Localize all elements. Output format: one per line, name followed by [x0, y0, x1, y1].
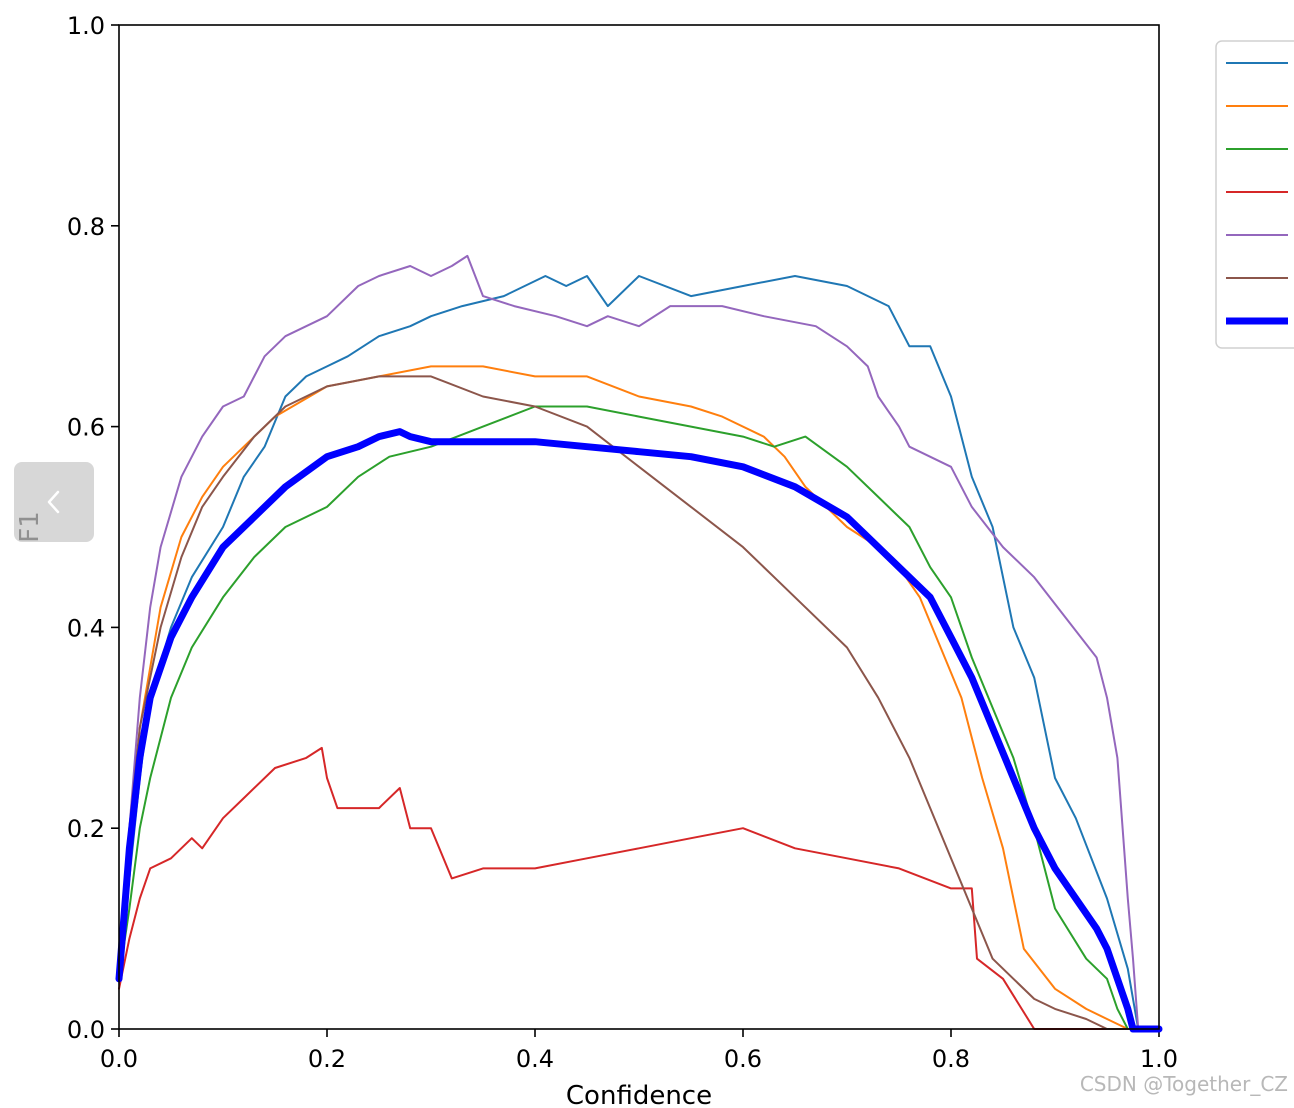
- y-tick-label: 0.4: [67, 614, 105, 642]
- series-line-1: [118, 275, 1160, 1030]
- y-tick-label: 0.6: [67, 414, 105, 442]
- x-tick-label: 0.0: [100, 1045, 138, 1073]
- series-line-7: [115, 428, 1163, 1033]
- x-tick-label: 0.8: [932, 1045, 970, 1073]
- x-tick-label: 0.6: [724, 1045, 762, 1073]
- watermark: CSDN @Together_CZ: [1079, 1072, 1288, 1096]
- x-tick-label: 0.4: [516, 1045, 554, 1073]
- x-tick-label: 1.0: [1140, 1045, 1178, 1073]
- axis-ticks: 0.0 0.2 0.4 0.6 0.8 1.0 0.0 0.2 0.4 0.6 0.8 1.0: [67, 12, 1178, 1073]
- y-tick-label: 0.8: [67, 213, 105, 241]
- series-line-2: [118, 365, 1160, 1030]
- series-lines: [115, 254, 1163, 1033]
- y-tick-label: 0.2: [67, 815, 105, 843]
- chevron-left-icon: [47, 490, 60, 514]
- plot-area-frame: [118, 24, 1160, 1030]
- previous-button[interactable]: [14, 462, 94, 542]
- y-tick-label: 1.0: [67, 12, 105, 40]
- legend: [1215, 40, 1294, 349]
- series-line-4: [118, 746, 1160, 1030]
- legend-box: [1215, 40, 1294, 349]
- x-axis-label: Confidence: [566, 1081, 712, 1108]
- x-tick-label: 0.2: [308, 1045, 346, 1073]
- series-line-5: [118, 254, 1160, 1030]
- series-line-6: [118, 375, 1160, 1030]
- y-tick-label: 0.0: [67, 1016, 105, 1044]
